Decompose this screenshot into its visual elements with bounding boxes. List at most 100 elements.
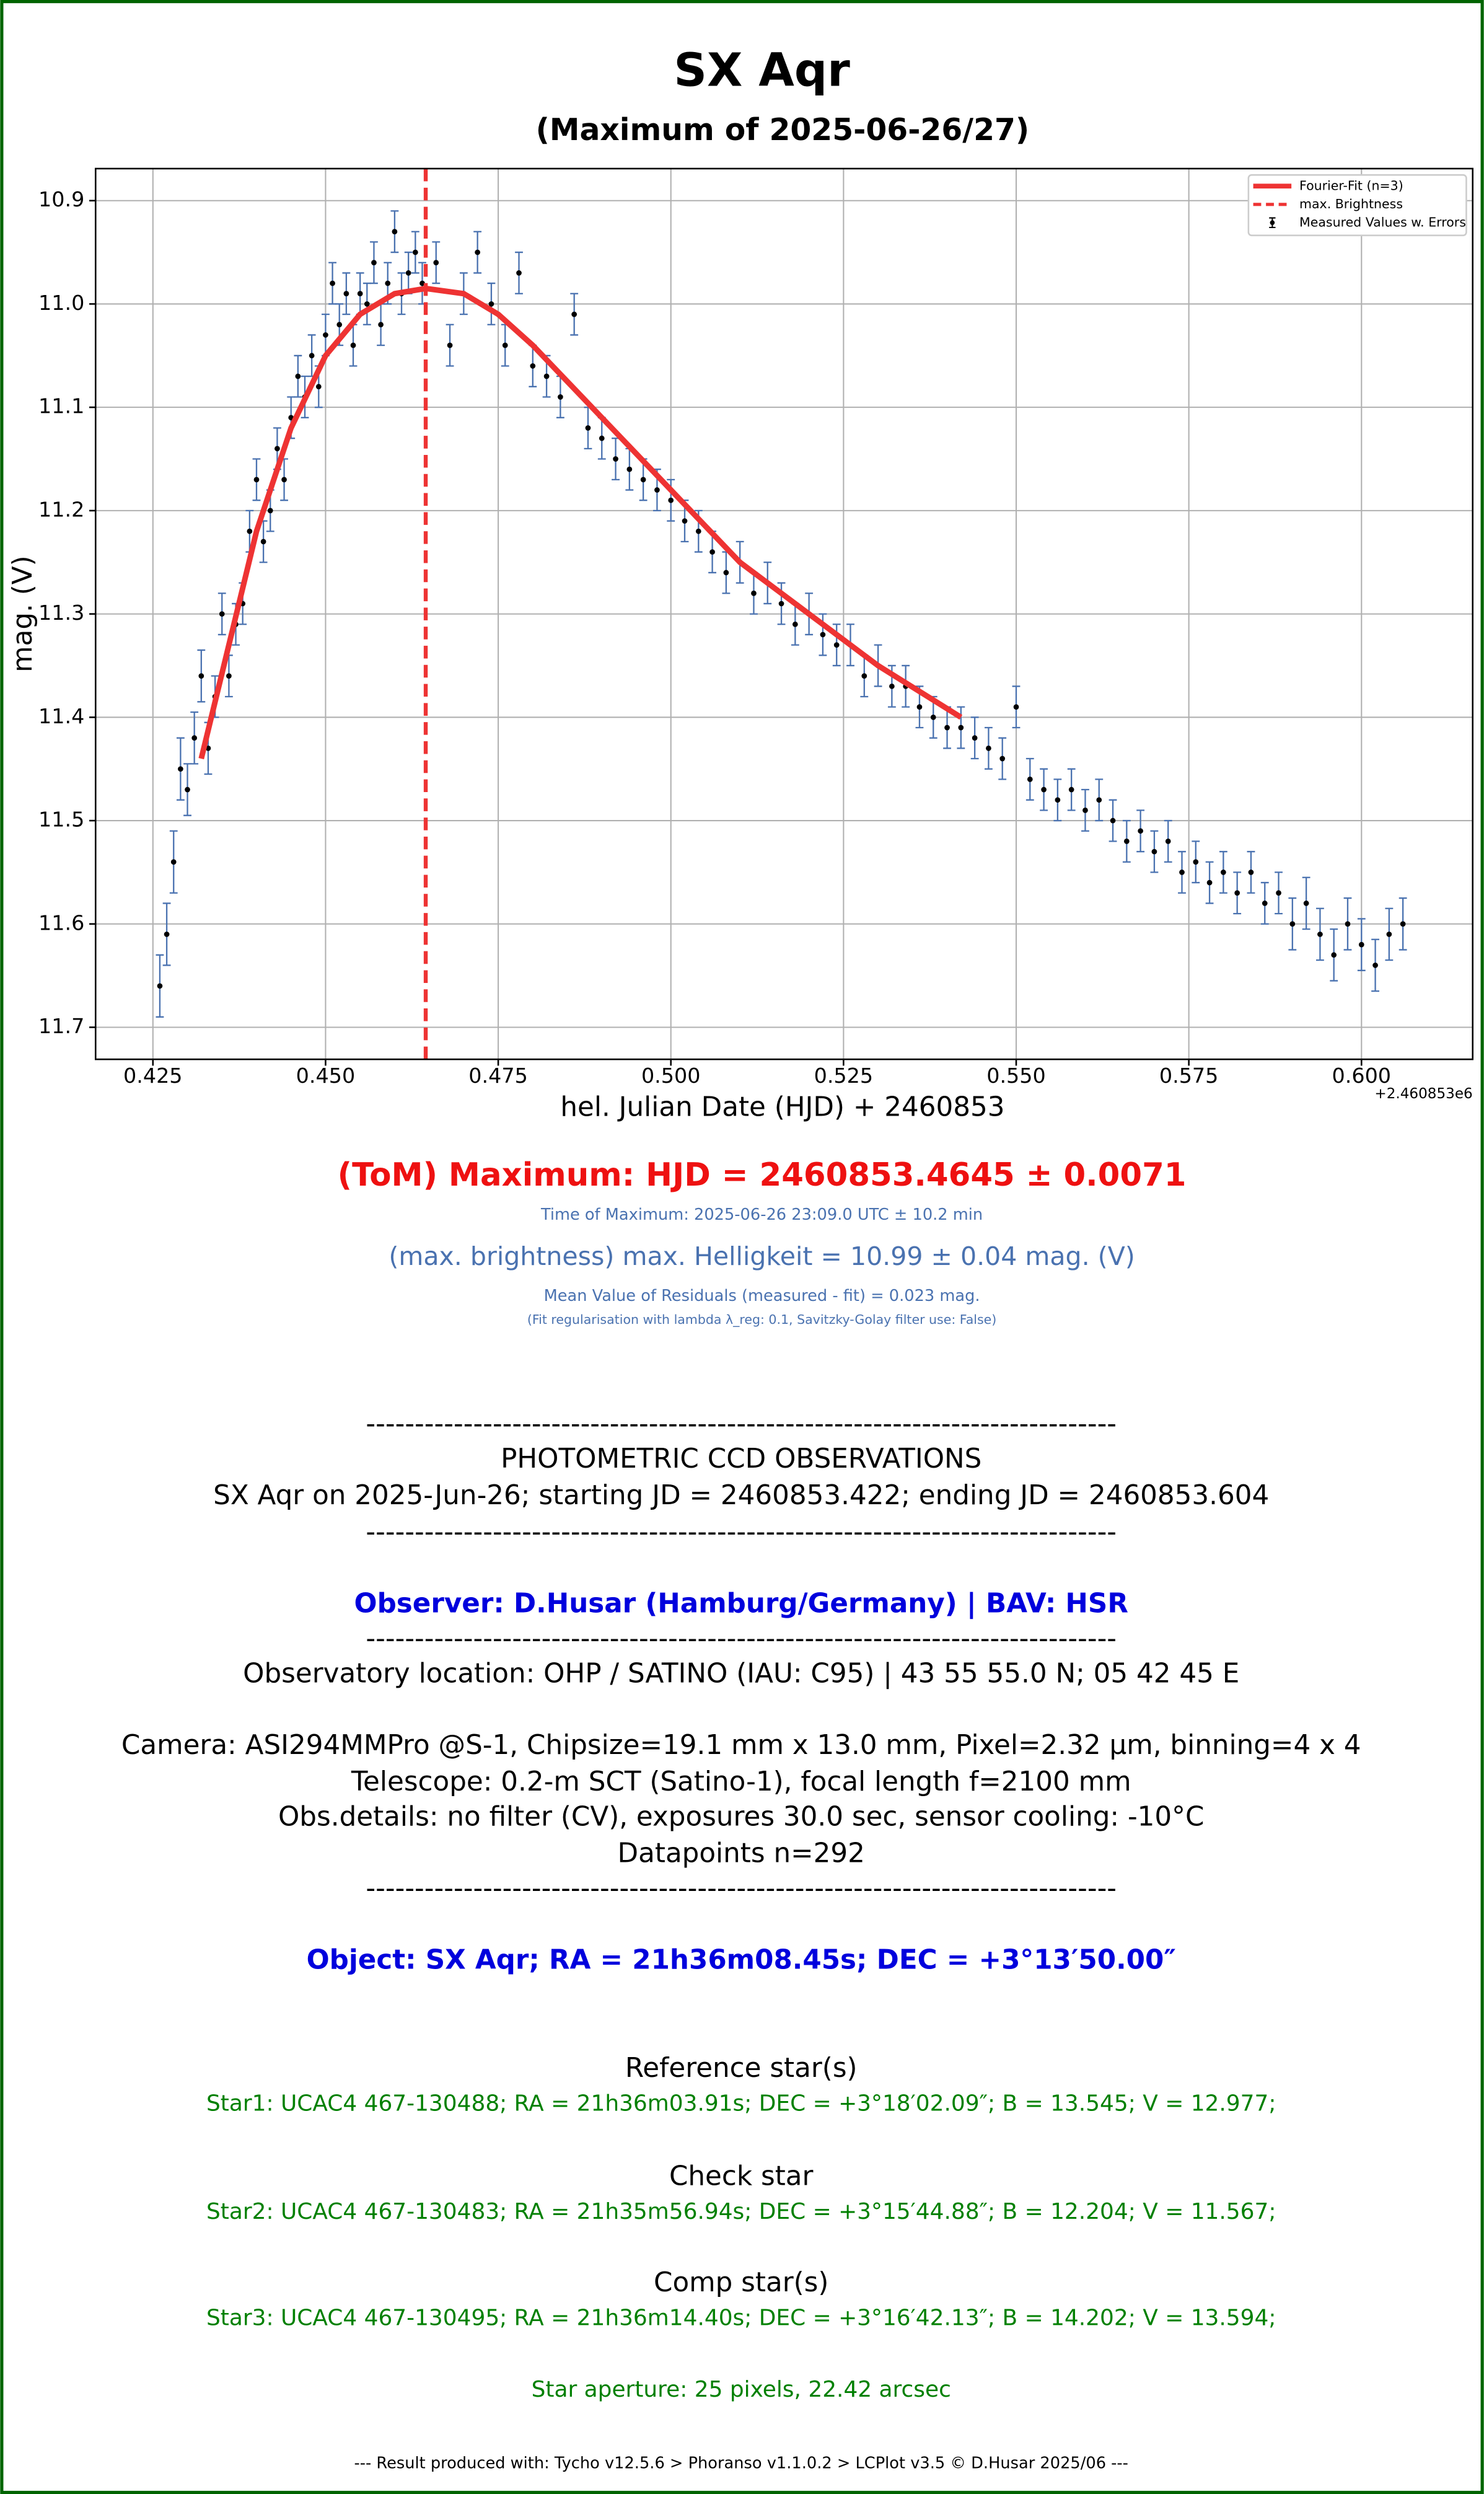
point [1027,776,1033,782]
obs-details: Obs.details: no filter (CV), exposures 3… [278,1801,1204,1832]
point [1248,870,1254,875]
point [178,766,183,772]
point [330,280,335,286]
point [378,322,384,328]
chart-subtitle: (Maximum of 2025-06-26/27) [536,113,1030,148]
check-heading: Check star [669,2161,814,2192]
heading: PHOTOMETRIC CCD OBSERVATIONS [501,1443,981,1474]
point [475,249,481,255]
separator: ----------------------------------------… [366,1623,1117,1654]
point [371,260,377,266]
point [916,704,923,710]
x-offset-label: +2.460853e6 [1374,1086,1472,1102]
point [191,735,198,741]
x-tick-label: 0.500 [641,1064,701,1088]
point [219,611,225,617]
y-tick-label: 11.2 [38,497,84,521]
residuals: Mean Value of Residuals (measured - fit)… [544,1287,980,1305]
x-tick-label: 0.525 [814,1064,874,1088]
point [558,394,563,400]
camera: Camera: ASI294MMPro @S-1, Chipsize=19.1 … [121,1730,1361,1761]
point [274,446,280,452]
point [778,601,784,607]
session: SX Aqr on 2025-Jun-26; starting JD = 246… [213,1480,1269,1511]
x-tick-label: 0.550 [986,1064,1046,1088]
point [1055,797,1061,803]
point [309,353,315,359]
point [820,632,826,638]
plot-frame [95,167,1474,1060]
point [723,570,729,576]
separator: ----------------------------------------… [366,1408,1117,1439]
y-axis-label: mag. (V) [7,555,38,672]
point [986,745,991,751]
point [792,621,798,627]
point [502,342,508,348]
max-brightness: (max. brightness) max. Helligkeit = 10.9… [389,1241,1135,1271]
y-tick-label: 11.4 [38,704,84,728]
point [1193,859,1199,865]
separator: ----------------------------------------… [366,1517,1117,1548]
point [1123,839,1130,844]
x-tick-label: 0.475 [468,1064,528,1088]
point [626,466,633,472]
point [1082,808,1088,813]
point [695,528,701,534]
point [1372,963,1378,968]
legend-box [1247,174,1467,237]
point [295,373,301,379]
point [530,363,536,369]
point [1400,921,1406,927]
point [170,859,177,865]
point [585,425,591,431]
point [1138,828,1143,834]
point [405,270,411,276]
x-tick-label: 0.575 [1159,1064,1219,1088]
point [1386,932,1392,937]
check-star: Star2: UCAC4 467-130483; RA = 21h35m56.9… [206,2199,1276,2224]
point [709,549,715,555]
tom-time: Time of Maximum: 2025-06-26 23:09.0 UTC … [540,1205,983,1224]
fit-line [198,285,963,760]
point [958,725,964,731]
ref-star: Star1: UCAC4 467-130488; RA = 21h36m03.9… [206,2091,1276,2116]
ref-heading: Reference star(s) [625,2053,858,2084]
point [668,497,674,503]
point [323,332,328,338]
plot: 0.425 0.450 0.475 0.500 0.525 0.550 0.575 0.600… [38,167,1474,1088]
point [751,590,757,596]
point [1041,787,1047,793]
point [336,322,343,328]
point [930,714,936,720]
point [999,756,1006,762]
y-tick-label: 11.7 [38,1014,84,1038]
legend-label: Measured Values w. Errors [1299,214,1466,229]
x-tick-label: 0.425 [123,1064,183,1088]
observer: Observer: D.Husar (Hamburg/Germany) | BA… [354,1588,1128,1619]
point [1331,952,1337,958]
y-tick-label: 11.1 [38,394,84,418]
point [357,291,363,297]
point [1345,921,1351,927]
point [350,342,356,348]
point [447,342,453,348]
point [1151,848,1157,855]
point [1179,870,1185,875]
point [1317,932,1323,937]
object: Object: SX Aqr; RA = 21h36m08.45s; DEC =… [307,1944,1176,1975]
point [226,673,232,679]
point [1234,890,1240,896]
legend-swatch [1270,220,1275,226]
point [315,384,322,390]
point [1262,901,1268,906]
point [1221,870,1226,875]
fit-note: (Fit regularisation with lambda λ_reg: 0… [527,1312,996,1327]
point [392,229,398,235]
point [944,725,950,731]
point [412,249,418,255]
separator: ----------------------------------------… [366,1873,1117,1904]
y-tick-label: 10.9 [38,187,84,211]
point [185,787,190,793]
point [1206,879,1213,886]
